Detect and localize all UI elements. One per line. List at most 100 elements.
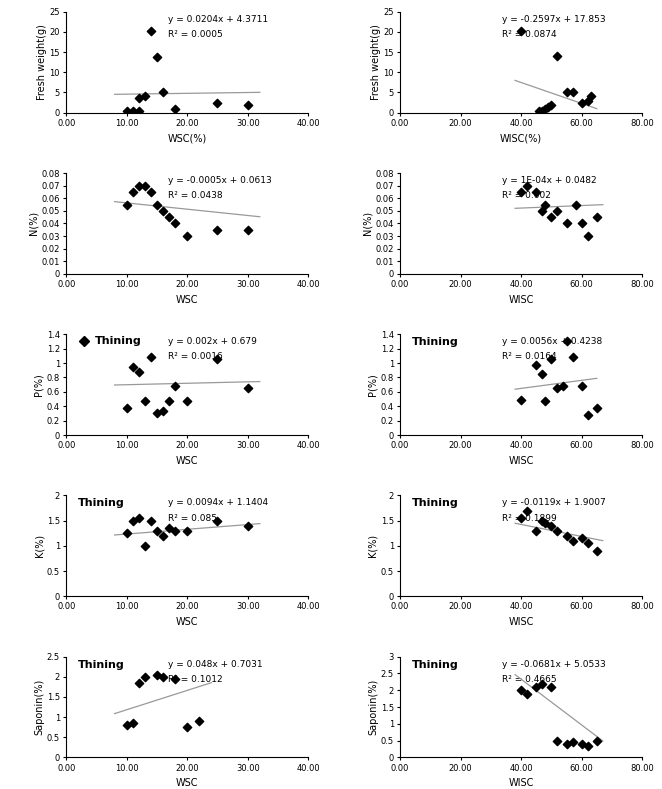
Point [567, 736, 578, 749]
Point [591, 544, 602, 557]
Y-axis label: Fresh weight(g): Fresh weight(g) [371, 24, 381, 100]
Point [128, 105, 138, 118]
Text: R² = 0.085: R² = 0.085 [168, 514, 217, 522]
Point [128, 185, 138, 198]
Point [540, 517, 551, 529]
Point [577, 217, 587, 230]
Point [146, 351, 156, 364]
Y-axis label: P(%): P(%) [368, 373, 378, 396]
Point [552, 50, 563, 62]
Point [540, 394, 551, 407]
Point [522, 504, 532, 517]
Text: y = 0.0056x + 0.4238: y = 0.0056x + 0.4238 [502, 337, 602, 346]
Point [134, 105, 144, 118]
Point [540, 103, 551, 115]
Point [146, 24, 156, 37]
Point [531, 681, 542, 694]
Point [134, 179, 144, 192]
Point [164, 394, 174, 407]
Point [577, 96, 587, 109]
Point [121, 104, 132, 117]
Point [242, 98, 253, 110]
Point [140, 394, 150, 407]
Point [212, 97, 222, 110]
Point [158, 405, 168, 417]
Text: R² = 0.0016: R² = 0.0016 [168, 353, 222, 361]
Point [546, 353, 557, 366]
Point [140, 90, 150, 103]
Point [134, 676, 144, 690]
Text: Thining: Thining [412, 337, 459, 347]
Point [537, 368, 547, 380]
Y-axis label: K(%): K(%) [368, 534, 378, 557]
Point [567, 85, 578, 98]
X-axis label: WSC(%): WSC(%) [167, 133, 207, 144]
Point [540, 198, 551, 211]
Point [537, 677, 547, 690]
Y-axis label: N(%): N(%) [363, 211, 373, 235]
Point [516, 185, 526, 198]
Point [531, 525, 542, 537]
Y-axis label: Saponin(%): Saponin(%) [34, 679, 44, 735]
Point [558, 380, 569, 392]
Point [567, 534, 578, 547]
X-axis label: WISC: WISC [508, 294, 534, 305]
Point [583, 94, 593, 107]
Point [552, 382, 563, 394]
Point [242, 223, 253, 236]
Point [552, 204, 563, 217]
Point [516, 512, 526, 525]
Point [128, 361, 138, 373]
Point [577, 738, 587, 750]
Text: y = 1E-04x + 0.0482: y = 1E-04x + 0.0482 [502, 176, 596, 185]
Text: R² = 0.4665: R² = 0.4665 [502, 675, 556, 684]
Point [561, 217, 572, 230]
Text: R² = 0.0164: R² = 0.0164 [502, 353, 556, 361]
Text: y = 0.002x + 0.679: y = 0.002x + 0.679 [168, 337, 257, 346]
Point [158, 671, 168, 683]
Point [152, 51, 162, 64]
Point [152, 525, 162, 537]
Point [158, 529, 168, 542]
Text: R² = 0.0438: R² = 0.0438 [168, 191, 222, 200]
Point [169, 525, 180, 537]
Point [169, 380, 180, 392]
Point [570, 198, 581, 211]
Text: Thining: Thining [78, 660, 125, 670]
Point [169, 103, 180, 115]
Point [152, 668, 162, 681]
X-axis label: WISC: WISC [508, 778, 534, 788]
Point [128, 717, 138, 730]
Text: R² = 0.0874: R² = 0.0874 [502, 30, 556, 39]
Point [577, 380, 587, 392]
Point [534, 104, 545, 117]
Y-axis label: Saponin(%): Saponin(%) [368, 679, 378, 735]
Point [182, 525, 193, 537]
Y-axis label: P(%): P(%) [34, 373, 44, 396]
Point [516, 24, 526, 37]
Point [242, 519, 253, 532]
Point [164, 522, 174, 534]
Point [242, 382, 253, 394]
Point [537, 105, 547, 118]
Point [182, 230, 193, 242]
Text: Thining: Thining [78, 499, 125, 508]
Point [194, 715, 205, 727]
Point [583, 739, 593, 752]
X-axis label: WSC: WSC [176, 778, 199, 788]
Point [169, 672, 180, 685]
Text: R² = 0.1899: R² = 0.1899 [502, 514, 557, 522]
Point [158, 204, 168, 217]
Y-axis label: Fresh weight(g): Fresh weight(g) [36, 24, 47, 100]
Point [140, 671, 150, 683]
Text: y = -0.0119x + 1.9007: y = -0.0119x + 1.9007 [502, 499, 606, 507]
Point [522, 687, 532, 700]
Point [583, 230, 593, 242]
Point [212, 223, 222, 236]
X-axis label: WSC: WSC [176, 294, 199, 305]
Text: y = -0.0681x + 5.0533: y = -0.0681x + 5.0533 [502, 660, 606, 669]
Point [121, 198, 132, 211]
Point [212, 353, 222, 366]
Point [561, 738, 572, 750]
Text: Thining: Thining [412, 660, 459, 670]
